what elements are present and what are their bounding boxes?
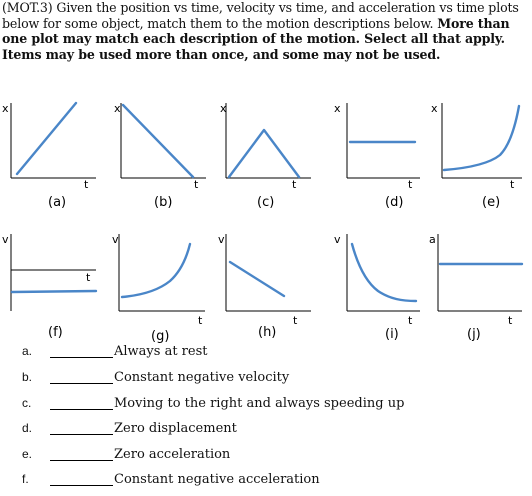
graph-b-curve: [121, 103, 195, 179]
graph-d: x t (d): [334, 102, 420, 210]
graph-j-y-label: a: [429, 233, 436, 246]
graph-d-t-label: t: [408, 178, 413, 191]
graph-g-y-label: v: [112, 233, 119, 246]
graph-d-y-label: x: [334, 102, 341, 115]
graph-a-y-label: x: [2, 102, 9, 115]
graph-h-t-label: t: [293, 314, 298, 327]
graph-b-label: (b): [154, 195, 172, 210]
graph-f-label: (f): [48, 325, 63, 340]
answer-blank-f[interactable]: [50, 485, 113, 486]
graph-i-label: (i): [385, 327, 399, 342]
description-text: Moving to the right and always speeding …: [114, 396, 405, 411]
graph-a-curve: [15, 101, 78, 176]
graph-a-label: (a): [48, 195, 66, 210]
description-letter: b.: [22, 370, 33, 384]
graph-f-curve: [10, 289, 98, 294]
graph-f: v t (f): [2, 233, 98, 340]
graph-f-t-label: t: [86, 271, 91, 284]
graph-i-y-label: v: [334, 233, 341, 246]
description-text: Constant negative velocity: [114, 370, 290, 385]
answer-blank-e[interactable]: [50, 460, 113, 461]
description-letter: f.: [22, 472, 29, 486]
problem-text: Given the position vs time, velocity vs …: [2, 0, 519, 31]
graph-f-y-label: v: [2, 233, 9, 246]
graph-b-t-label: t: [194, 178, 199, 191]
graph-b-y-label: x: [114, 102, 121, 115]
graph-c-curve: [227, 128, 301, 179]
graph-g-t-label: t: [198, 314, 203, 327]
problem-instructions: More than one plot may match each descri…: [2, 15, 510, 62]
graph-g-label: (g): [151, 329, 169, 344]
graph-j-label: (j): [467, 327, 481, 342]
graph-i-curve: [350, 242, 418, 303]
graph-i-t-label: t: [408, 314, 413, 327]
graph-j-t-label: t: [508, 314, 513, 327]
graph-b: x t (b): [114, 102, 206, 210]
problem-code: (MOT.3): [2, 0, 53, 15]
graph-a: x t (a): [2, 101, 96, 210]
answer-blank-d[interactable]: [50, 434, 113, 435]
answer-blank-c[interactable]: [50, 409, 113, 410]
graph-e-t-label: t: [510, 178, 515, 191]
graph-h-label: (h): [258, 325, 276, 340]
problem-statement: (MOT.3) Given the position vs time, velo…: [2, 0, 530, 62]
graph-c-label: (c): [257, 195, 274, 210]
answer-blank-b[interactable]: [50, 383, 113, 384]
graph-e: x t (e): [431, 102, 522, 210]
graph-g-curve: [120, 242, 192, 299]
graph-h-curve: [228, 260, 286, 298]
graph-a-t-label: t: [84, 178, 89, 191]
graph-h: v t (h): [218, 233, 311, 340]
description-letter: e.: [22, 447, 33, 461]
description-text: Constant negative acceleration: [114, 472, 320, 487]
graph-c: x t (c): [220, 102, 311, 210]
answer-blank-a[interactable]: [50, 357, 113, 358]
description-text: Always at rest: [114, 344, 208, 359]
graph-h-y-label: v: [218, 233, 225, 246]
description-letter: c.: [22, 396, 32, 410]
graph-e-curve: [442, 104, 521, 172]
graph-c-t-label: t: [292, 178, 297, 191]
graph-i: v t (i): [334, 233, 420, 342]
description-letter: a.: [22, 344, 33, 358]
graph-d-label: (d): [385, 195, 403, 210]
description-letter: d.: [22, 421, 33, 435]
description-text: Zero acceleration: [114, 447, 231, 462]
graph-e-y-label: x: [431, 102, 438, 115]
graph-e-label: (e): [482, 195, 500, 210]
graph-c-y-label: x: [220, 102, 227, 115]
graph-j: a t (j): [429, 233, 524, 342]
graph-g: v t (g): [112, 233, 205, 344]
description-text: Zero displacement: [114, 421, 237, 436]
